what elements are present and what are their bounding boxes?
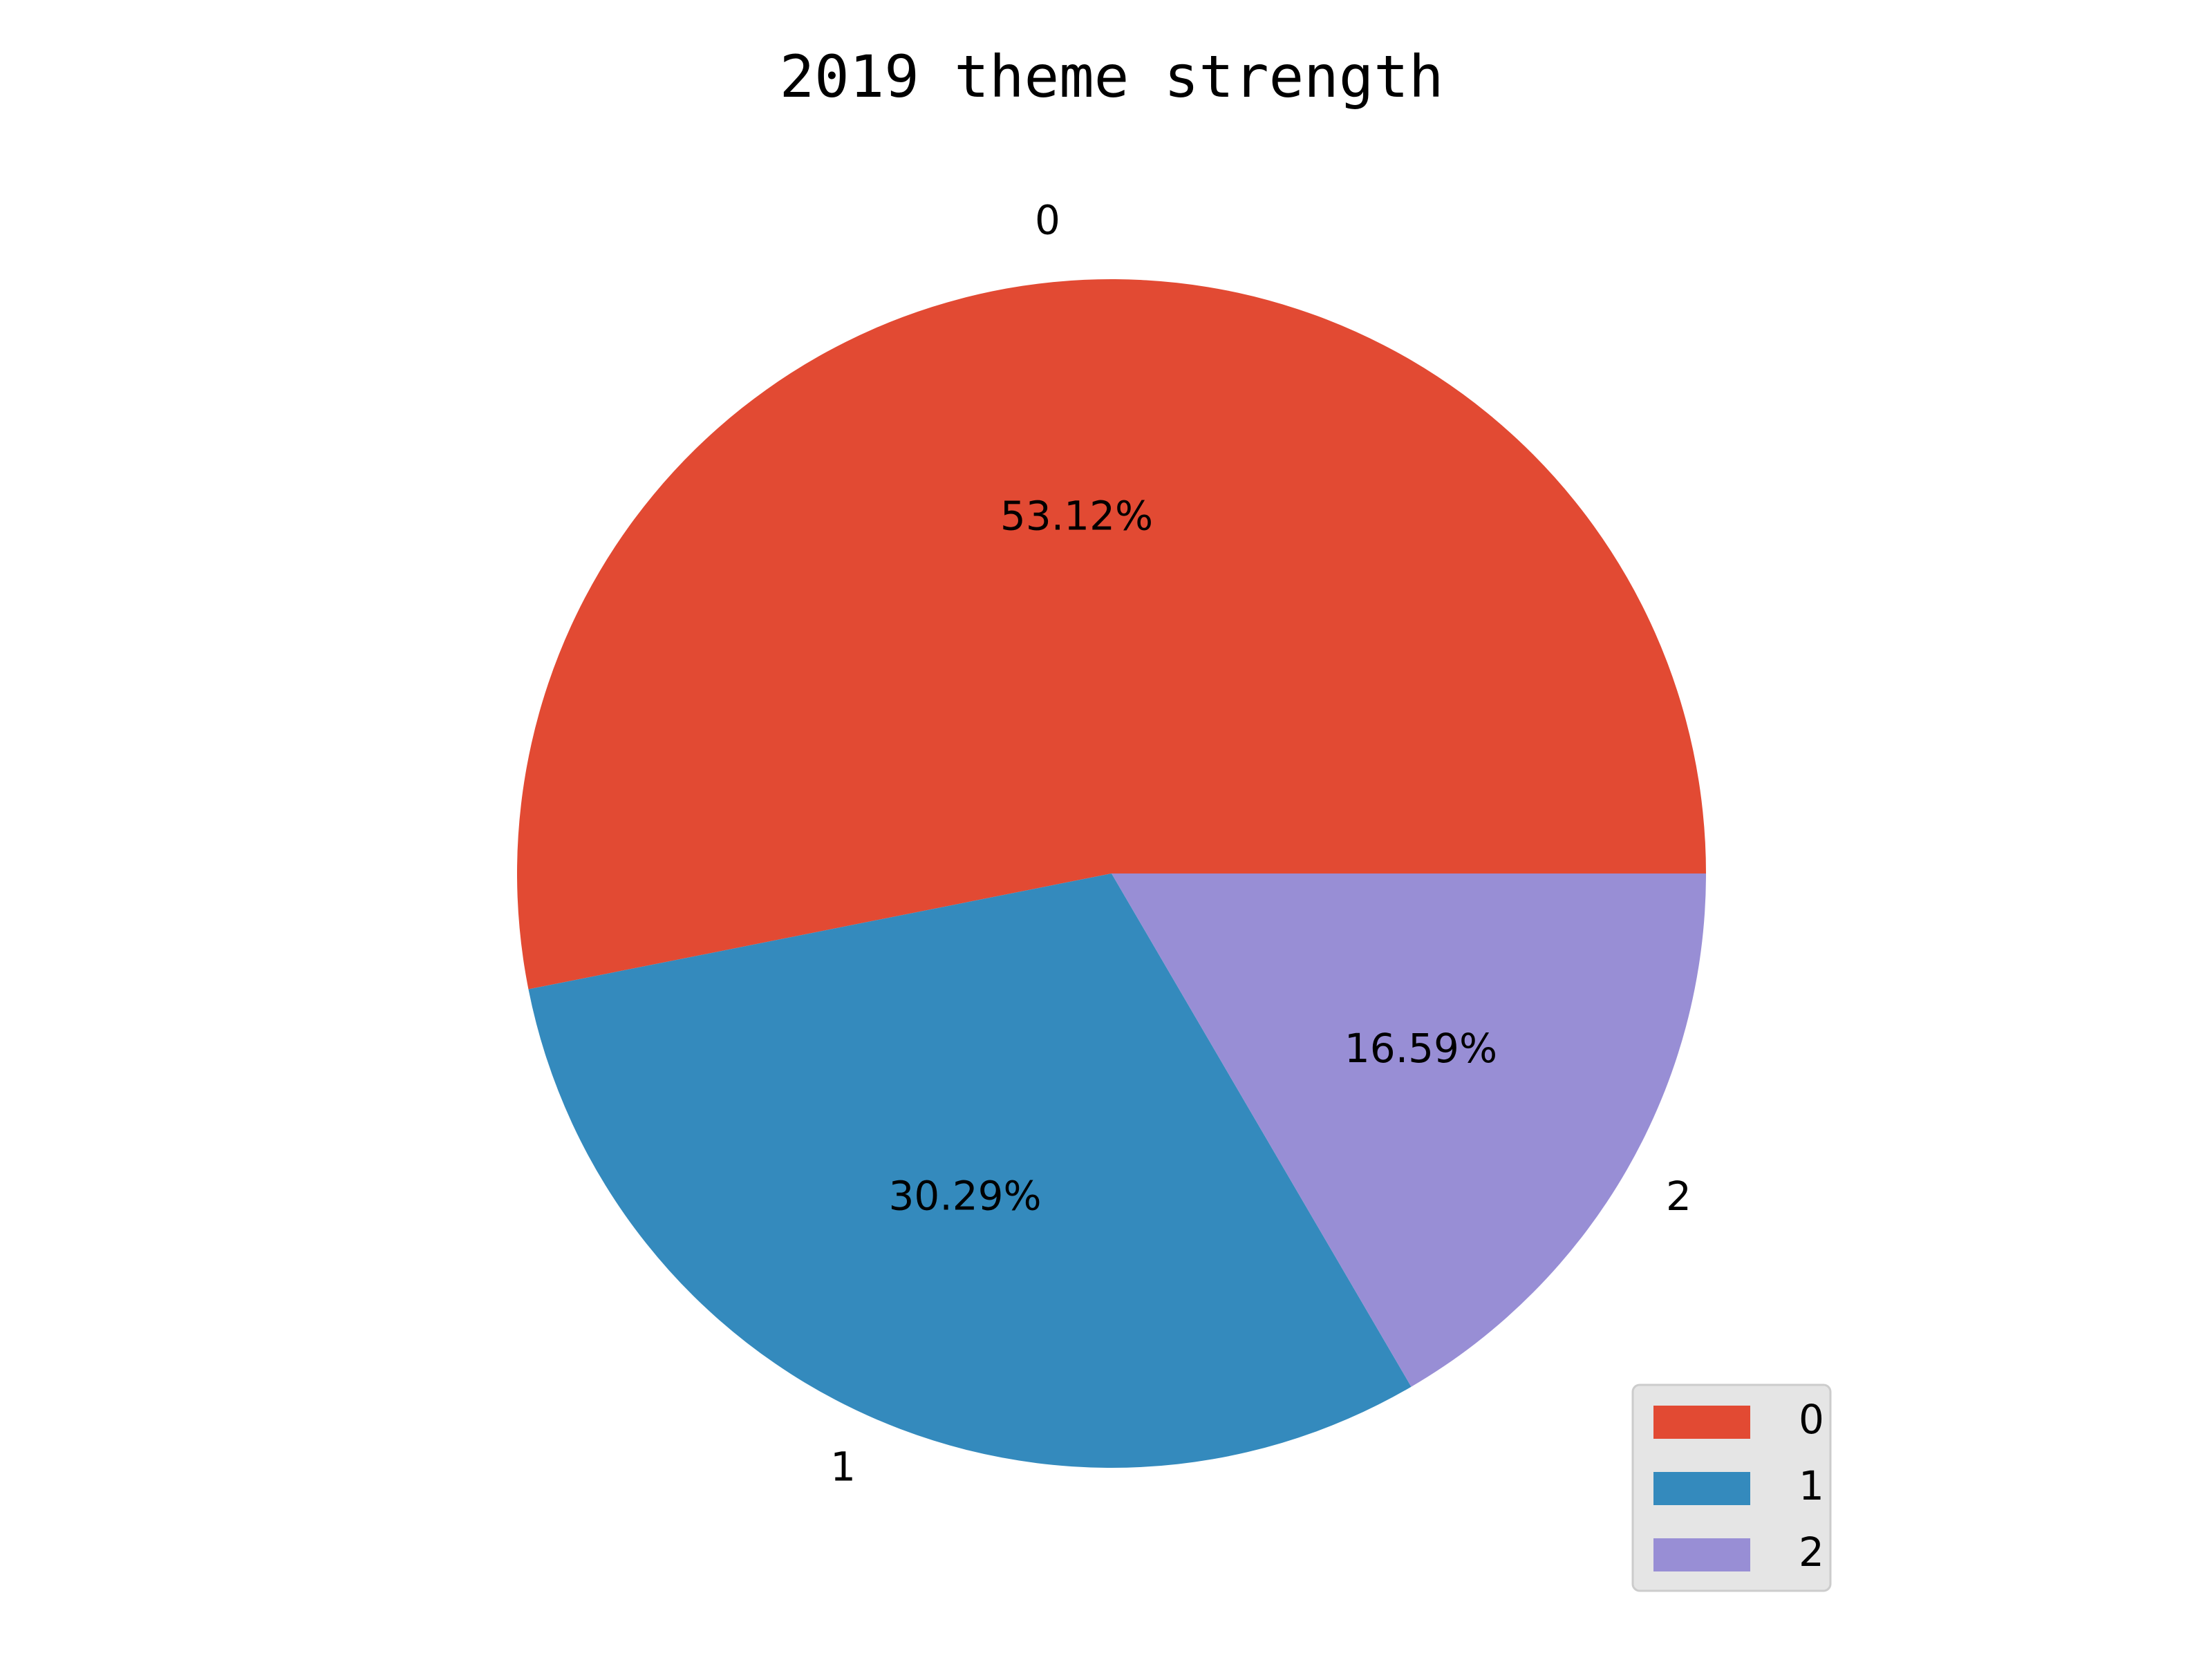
slice-percent-1: 30.29% xyxy=(889,1173,1042,1220)
slice-percent-0: 53.12% xyxy=(1000,493,1153,540)
legend-swatch-0 xyxy=(1653,1406,1750,1439)
pie-slices xyxy=(516,278,1706,1468)
slice-label-1: 1 xyxy=(830,1444,856,1491)
legend-label-2: 2 xyxy=(1799,1529,1824,1576)
legend-swatch-1 xyxy=(1653,1472,1750,1505)
pie-percent-labels: 53.12% 30.29% 16.59% xyxy=(889,493,1498,1220)
slice-label-0: 0 xyxy=(1035,197,1060,244)
pie-slice-labels: 0 1 2 xyxy=(830,197,1691,1491)
legend-swatch-2 xyxy=(1653,1538,1750,1571)
pie-slice-1 xyxy=(528,874,1412,1468)
pie-slice-0 xyxy=(516,278,1706,990)
legend: 0 1 2 xyxy=(1631,1384,1832,1592)
chart-title: 2019 theme strength xyxy=(780,43,1444,111)
slice-percent-2: 16.59% xyxy=(1344,1025,1497,1072)
legend-label-0: 0 xyxy=(1799,1396,1824,1443)
slice-label-2: 2 xyxy=(1666,1173,1691,1220)
pie-slice-2 xyxy=(1112,874,1706,1387)
legend-label-1: 1 xyxy=(1799,1462,1824,1509)
